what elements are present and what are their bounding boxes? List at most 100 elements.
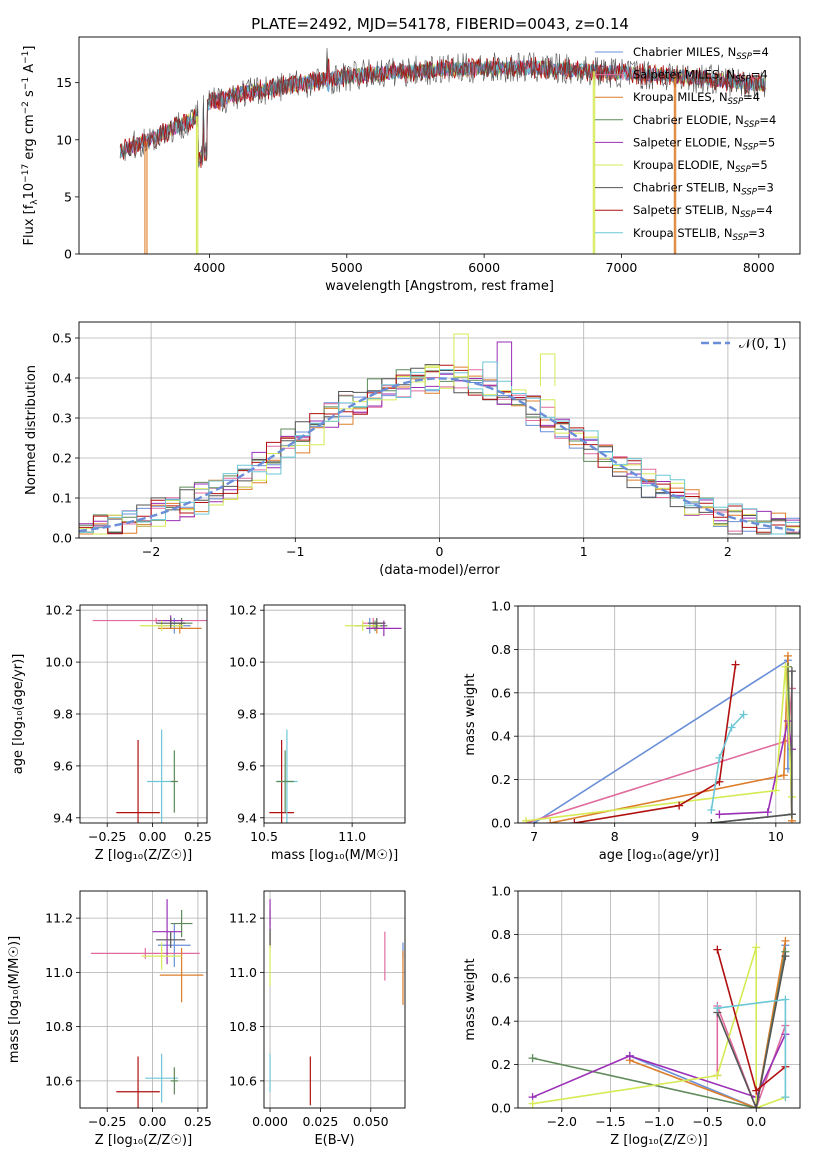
- legend-label: Chabrier STELIB, NSSP=3: [633, 181, 774, 198]
- weight-marker: [787, 667, 796, 676]
- histogram-peak: [539, 353, 556, 386]
- panel-weight-vs-Z: −2.0 −1.5 −1.0 −0.5 0.0 0.0 0.2 0.4 0.6 0.8 1.0 Z […: [463, 884, 801, 1148]
- weight-marker: [783, 651, 792, 660]
- y-tick-label: 1.0: [491, 884, 511, 899]
- legend-label: Chabrier ELODIE, NSSP=4: [633, 113, 776, 130]
- y-tick-label: 10.6: [229, 1073, 257, 1088]
- plot-area: [92, 615, 207, 823]
- panel-age-vs-Z: −0.25 0.00 0.25 9.4 9.6 9.8 10.0 10.2 Z [log₁₀(Z…: [11, 603, 212, 863]
- y-tick-label: 9.6: [237, 758, 257, 773]
- weight-marker: [781, 662, 790, 671]
- y-axis-label: mass [log₁₀(M/M☉)]: [7, 936, 22, 1063]
- weight-marker: [713, 945, 722, 954]
- x-tick-label: 0: [436, 544, 444, 559]
- x-tick-label: 6000: [468, 260, 500, 275]
- panel-mass-vs-Z: −0.25 0.00 0.25 10.6 10.8 11.0 11.2 Z [log₁₀(Z/…: [7, 890, 212, 1148]
- y-tick-label: 9.4: [237, 810, 257, 825]
- weight-marker: [715, 777, 724, 786]
- plot-area: [269, 899, 404, 1106]
- plot-area: [269, 617, 402, 823]
- weight-line: [719, 720, 793, 816]
- weight-marker: [781, 936, 790, 945]
- weight-line: [710, 713, 745, 811]
- weight-marker: [528, 1054, 537, 1063]
- axes-frame: [517, 605, 801, 824]
- x-tick-label: 0.025: [303, 1114, 339, 1129]
- panel-mass-vs-ebv: 0.000 0.025 0.050 10.6 10.8 11.0 11.2 E(B-V): [229, 890, 406, 1148]
- x-tick-label: 1: [580, 544, 588, 559]
- histogram-peak: [453, 333, 469, 386]
- x-tick-label: 0.0: [746, 1114, 766, 1129]
- y-tick-label: 0.0: [491, 816, 511, 831]
- y-tick-label: 10.2: [229, 603, 257, 618]
- weight-marker: [715, 810, 724, 819]
- x-tick-label: −0.5: [692, 1114, 722, 1129]
- x-tick-label: −2.0: [547, 1114, 577, 1129]
- legend-label: Kroupa MILES, NSSP=4: [633, 90, 760, 107]
- y-tick-label: 11.0: [45, 965, 73, 980]
- y-axis-label: Normed distribution: [24, 365, 39, 495]
- x-tick-label: 7: [530, 829, 538, 844]
- y-tick-label: 0.4: [491, 1014, 511, 1029]
- x-tick-label: 0.25: [184, 1114, 212, 1129]
- weight-marker: [713, 1071, 722, 1080]
- y-tick-label: 15: [56, 75, 72, 90]
- x-tick-label: 8000: [743, 260, 775, 275]
- x-tick-label: 10.5: [250, 829, 278, 844]
- y-axis-label: Flux [fλ10−17 erg cm−2 s−1 A−1]: [21, 46, 40, 246]
- y-tick-label: 9.6: [53, 758, 73, 773]
- x-tick-label: −2: [142, 544, 160, 559]
- legend-label: Salpeter STELIB, NSSP=4: [633, 203, 773, 220]
- y-tick-label: 0.4: [52, 371, 72, 386]
- weight-marker: [752, 1104, 761, 1108]
- weight-line: [526, 666, 793, 822]
- x-axis-label: mass [log₁₀(M/M☉)]: [271, 848, 398, 863]
- weight-line: [533, 658, 789, 823]
- x-tick-label: 4000: [194, 260, 226, 275]
- weight-marker: [779, 771, 788, 780]
- weight-line: [532, 1033, 787, 1099]
- legend-label: Salpeter MILES, NSSP=4: [633, 68, 768, 85]
- y-tick-label: 11.2: [45, 911, 73, 926]
- spectrum-line: [119, 47, 766, 167]
- x-tick-label: 0.050: [353, 1114, 389, 1129]
- weight-marker: [763, 808, 772, 817]
- axes-frame: [263, 890, 406, 1109]
- weight-marker: [707, 805, 716, 814]
- panel-age-vs-mass: 10.5 11.0 9.4 9.6 9.8 10.0 10.2 mass [log₁₀(M/M…: [229, 603, 406, 863]
- masked-region: [195, 116, 199, 254]
- y-tick-label: 9.4: [53, 810, 73, 825]
- y-tick-label: 0.1: [52, 491, 72, 506]
- x-axis-label: age [log₁₀(age/yr)]: [599, 848, 720, 863]
- legend-label: Kroupa ELODIE, NSSP=5: [633, 158, 768, 175]
- y-axis-label: mass weight: [463, 673, 478, 755]
- axes-frame: [263, 604, 406, 824]
- legend-label: Salpeter ELODIE, NSSP=5: [633, 135, 775, 152]
- y-tick-label: 10.0: [45, 655, 73, 670]
- weight-line: [574, 664, 737, 823]
- y-tick-label: 10.0: [229, 655, 257, 670]
- legend-label: 𝒩(0, 1): [739, 337, 786, 352]
- weight-marker: [781, 995, 790, 1004]
- weight-marker: [707, 819, 716, 823]
- x-tick-label: −0.25: [88, 829, 126, 844]
- weight-marker: [781, 952, 790, 961]
- x-tick-label: 0.000: [252, 1114, 288, 1129]
- weight-marker: [570, 819, 579, 823]
- x-tick-label: 5000: [331, 260, 363, 275]
- weight-marker: [739, 710, 748, 719]
- y-tick-label: 10: [56, 132, 72, 147]
- histogram-peak: [496, 341, 513, 386]
- masked-region: [673, 76, 677, 254]
- masked-region: [144, 141, 148, 254]
- x-tick-label: 11.0: [338, 829, 366, 844]
- x-axis-label: Z [log₁₀(Z/Z☉)]: [95, 1133, 192, 1148]
- y-tick-label: 0.4: [491, 729, 511, 744]
- y-tick-label: 0.8: [491, 642, 511, 657]
- weight-marker: [625, 1051, 634, 1060]
- x-axis-label: Z [log₁₀(Z/Z☉)]: [610, 1133, 707, 1148]
- x-tick-label: 7000: [606, 260, 638, 275]
- weight-line: [717, 998, 787, 1098]
- panel-weight-vs-age: 7 8 9 10 0.0 0.2 0.4 0.6 0.8 1.0 age [log₁₀(age/yr…: [463, 599, 801, 863]
- x-tick-label: 8: [611, 829, 619, 844]
